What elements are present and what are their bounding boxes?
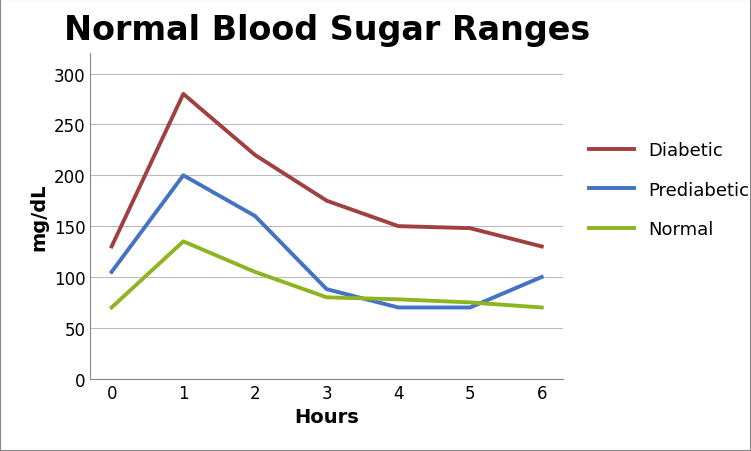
Line: Normal: Normal xyxy=(112,242,541,308)
Diabetic xyxy=(466,226,475,231)
Prediabetic xyxy=(179,173,188,179)
Prediabetic xyxy=(251,214,260,219)
Prediabetic xyxy=(537,275,546,280)
Normal xyxy=(394,297,403,302)
Normal xyxy=(251,270,260,275)
Line: Diabetic: Diabetic xyxy=(112,95,541,247)
Prediabetic xyxy=(466,305,475,310)
Diabetic xyxy=(107,244,116,250)
Normal xyxy=(107,305,116,310)
Line: Prediabetic: Prediabetic xyxy=(112,176,541,308)
Legend: Diabetic, Prediabetic, Normal: Diabetic, Prediabetic, Normal xyxy=(582,134,751,246)
Title: Normal Blood Sugar Ranges: Normal Blood Sugar Ranges xyxy=(64,14,590,47)
Normal xyxy=(466,300,475,305)
Prediabetic xyxy=(322,287,331,292)
X-axis label: Hours: Hours xyxy=(294,407,359,426)
Diabetic xyxy=(394,224,403,229)
Prediabetic xyxy=(107,270,116,275)
Diabetic xyxy=(179,92,188,97)
Prediabetic xyxy=(394,305,403,310)
Normal xyxy=(322,295,331,300)
Diabetic xyxy=(322,198,331,204)
Normal xyxy=(179,239,188,244)
Diabetic xyxy=(251,153,260,158)
Y-axis label: mg/dL: mg/dL xyxy=(29,183,48,250)
Normal xyxy=(537,305,546,310)
Diabetic xyxy=(537,244,546,250)
